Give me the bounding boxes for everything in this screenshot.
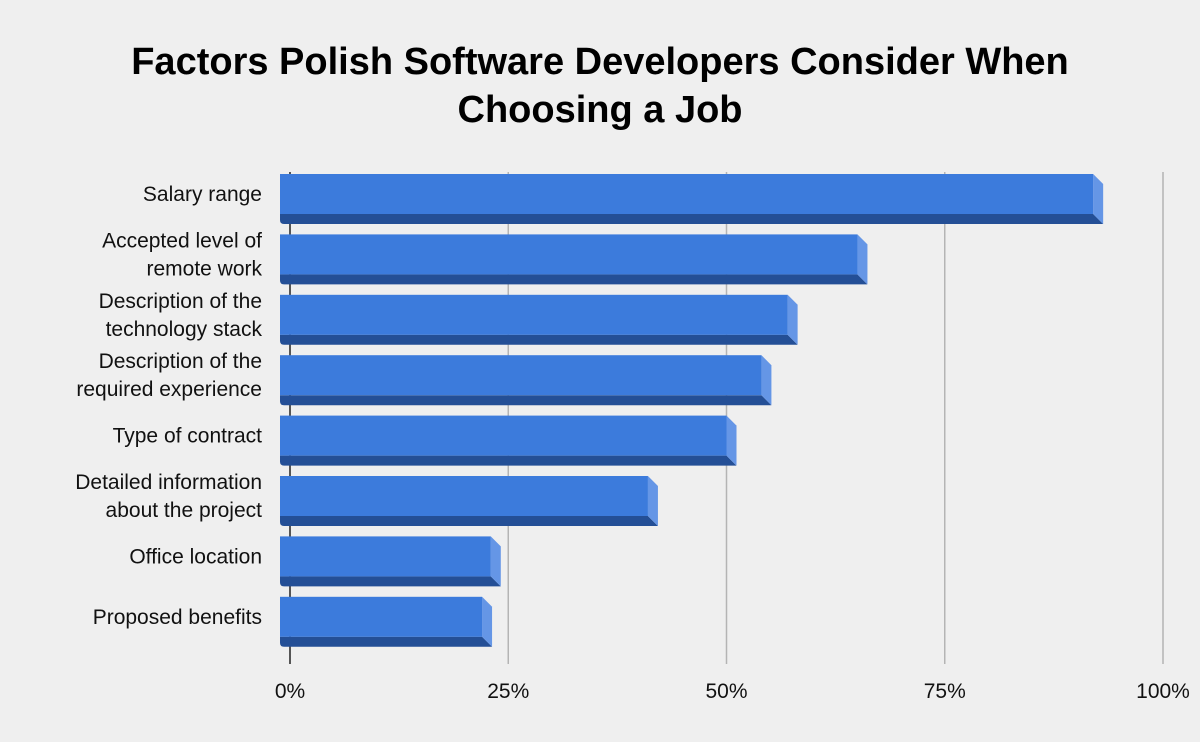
bar-bottom-face xyxy=(280,576,501,587)
category-label: Type of contract xyxy=(113,425,263,448)
bar-front-face xyxy=(280,355,762,396)
bar-side-face xyxy=(787,294,798,345)
bar-front-face xyxy=(280,536,491,577)
bar-front-face xyxy=(280,294,788,335)
bar-front-face xyxy=(280,415,727,456)
bar xyxy=(280,476,658,526)
category-label: remote work xyxy=(146,257,262,280)
x-tick-label: 50% xyxy=(705,680,747,703)
bar xyxy=(280,596,493,647)
bar-bottom-face xyxy=(280,334,798,345)
bar-side-face xyxy=(726,415,737,466)
bars xyxy=(280,174,1104,647)
bar-side-face xyxy=(761,355,772,406)
bar-bottom-face xyxy=(280,274,868,285)
category-label: Detailed information xyxy=(75,471,262,494)
category-label: about the project xyxy=(106,499,263,522)
bar xyxy=(280,536,501,587)
bar-bottom-face xyxy=(280,395,772,406)
x-tick-label: 75% xyxy=(924,680,966,703)
bar-side-face xyxy=(647,476,658,526)
bar xyxy=(280,234,868,285)
bar-side-face xyxy=(490,536,501,587)
bar-bottom-face xyxy=(280,516,658,526)
x-tick-label: 25% xyxy=(487,680,529,703)
x-axis-tick-labels: 0% 25% 50% 75% 100% xyxy=(275,680,1190,703)
bar-side-face xyxy=(857,234,868,285)
category-label: Description of the xyxy=(99,350,262,373)
bar-front-face xyxy=(280,174,1094,214)
x-tick-label: 0% xyxy=(275,680,305,703)
bar-bottom-face xyxy=(280,455,737,466)
category-label: technology stack xyxy=(106,318,263,341)
chart-title: Factors Polish Software Developers Consi… xyxy=(131,41,1069,131)
bar-side-face xyxy=(1093,174,1104,224)
category-label: Description of the xyxy=(99,290,262,313)
bar-bottom-face xyxy=(280,214,1104,224)
bar xyxy=(280,355,772,406)
category-label: Proposed benefits xyxy=(93,606,262,629)
category-label: Accepted level of xyxy=(102,229,262,252)
bar xyxy=(280,174,1104,224)
bar-front-face xyxy=(280,234,858,275)
category-labels: Salary range Accepted level of remote work… xyxy=(75,183,262,629)
category-label: Office location xyxy=(129,545,262,568)
bar-bottom-face xyxy=(280,636,493,647)
bar-side-face xyxy=(482,596,493,647)
bar xyxy=(280,415,737,466)
x-tick-label: 100% xyxy=(1136,680,1190,703)
category-label: Salary range xyxy=(143,183,262,206)
category-label: required experience xyxy=(76,378,262,401)
bar xyxy=(280,294,798,345)
bar-front-face xyxy=(280,596,483,637)
bar-front-face xyxy=(280,476,648,516)
